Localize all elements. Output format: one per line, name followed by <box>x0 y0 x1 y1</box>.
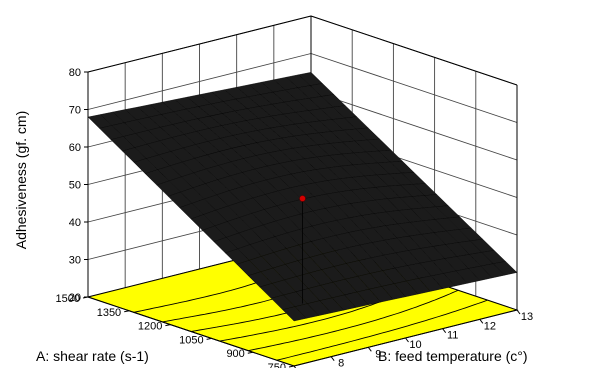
surface-patch <box>282 306 307 322</box>
a-tick-label: 1050 <box>179 334 203 346</box>
right-wall-gridline <box>310 90 518 161</box>
z-tick-label: 40 <box>69 217 81 229</box>
b-tick-mark <box>442 328 447 333</box>
b-tick-mark <box>405 337 409 343</box>
floor-contour-line <box>276 299 488 361</box>
z-tick-label: 50 <box>69 180 81 192</box>
b-tick-label: 9 <box>375 348 381 360</box>
a-tick-mark <box>124 310 130 313</box>
b-tick-mark <box>516 309 521 315</box>
tick-labels: 2030405060708075090010501200135015007891… <box>56 67 533 368</box>
design-point-layer <box>299 195 306 304</box>
z-axis-title: Adhesiveness (gf. cm) <box>13 111 29 250</box>
response-surface <box>87 72 518 322</box>
a-tick-label: 750 <box>268 362 286 368</box>
b-tick-mark <box>367 347 372 352</box>
z-tick-label: 60 <box>69 142 81 154</box>
z-tick-label: 70 <box>69 105 81 117</box>
design-point-marker <box>299 195 306 202</box>
y-axis-title: B: feed temperature (c°) <box>378 348 528 364</box>
x-axis-title: A: shear rate (s-1) <box>36 348 149 364</box>
floor-contour-line <box>248 289 459 352</box>
a-tick-label: 900 <box>226 348 244 360</box>
a-tick-label: 1350 <box>97 307 121 319</box>
left-top-edge <box>87 15 312 73</box>
a-tick-mark <box>288 365 295 368</box>
a-tick-mark <box>247 351 253 354</box>
a-tick-mark <box>206 337 212 340</box>
z-tick-label: 20 <box>69 292 81 304</box>
b-tick-mark <box>293 365 297 368</box>
b-tick-label: 13 <box>521 311 533 323</box>
right-wall-gridline <box>310 53 518 123</box>
b-tick-label: 11 <box>447 330 458 342</box>
z-tick-label: 30 <box>69 255 81 267</box>
a-tick-mark <box>165 324 171 327</box>
a-axis-line <box>87 296 295 367</box>
b-tick-mark <box>330 356 335 361</box>
b-tick-label: 8 <box>338 358 344 368</box>
b-tick-label: 10 <box>409 339 421 351</box>
a-tick-mark <box>82 296 89 299</box>
b-tick-mark <box>479 319 484 324</box>
a-tick-label: 1500 <box>56 293 80 305</box>
a-tick-label: 1200 <box>138 321 162 333</box>
b-tick-label: 12 <box>484 320 496 332</box>
z-tick-label: 80 <box>69 67 81 79</box>
right-top-edge <box>310 15 518 86</box>
